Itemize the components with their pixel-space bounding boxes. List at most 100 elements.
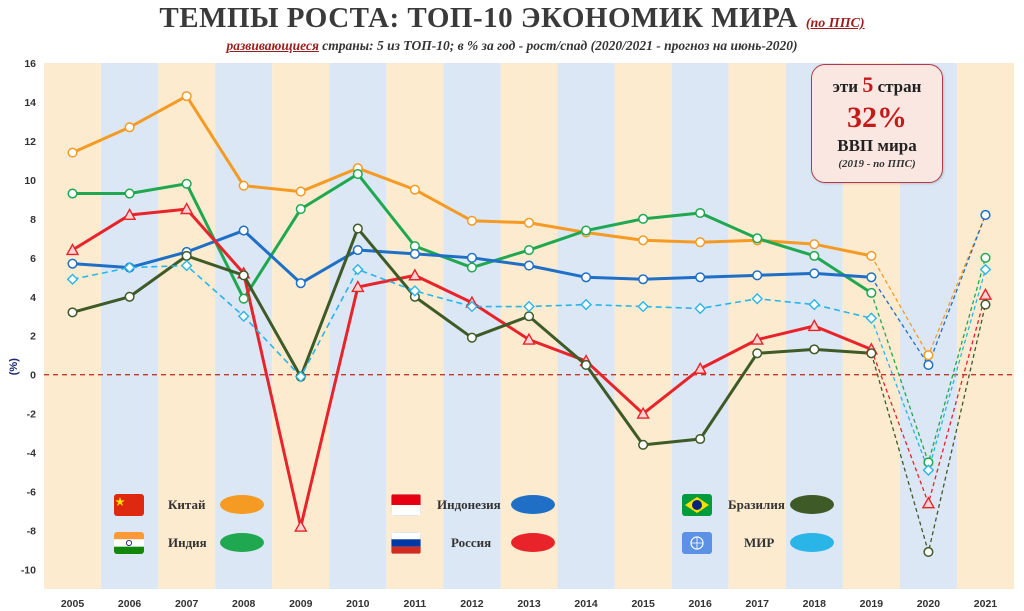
callout-line4: (2019 - по ППС) [838,158,916,170]
data-point [809,268,820,279]
legend-item-world: МИР [682,531,842,555]
x-tick-label: 2009 [289,598,313,610]
x-tick-label: 2006 [118,598,142,610]
data-point [809,239,820,250]
legend-item-brazil: Бразилия [682,493,842,517]
data-point [351,280,365,293]
callout-share-value: 32% [847,101,907,134]
x-tick-label: 2021 [974,598,998,610]
data-point [466,332,477,343]
y-tick-label: -4 [27,448,36,460]
data-point [523,260,535,271]
data-point [638,235,649,246]
data-point [980,299,991,310]
data-point [581,359,592,371]
data-point [124,188,135,199]
data-point [980,252,991,263]
data-point [238,293,249,304]
callout-line3: ВВП мира [837,136,917,155]
y-tick-label: 12 [24,136,36,148]
x-tick-label: 2016 [688,598,712,610]
data-point [693,361,707,374]
legend-item-china: Китай [114,493,264,517]
x-tick-label: 2012 [460,598,484,610]
data-point [809,250,820,261]
y-tick-label: 6 [30,253,36,265]
data-point [866,272,877,283]
data-point [523,217,535,228]
legend-label-world: МИР [744,535,775,550]
markers-russia [67,168,991,468]
legend-label-indonesia: Индонезия [437,497,501,512]
y-tick-label: -10 [21,565,36,577]
chart-title-note: (по ППС) [805,16,865,31]
data-point [694,302,706,315]
subtitle-highlight: развивающиеся [226,38,319,53]
series-forecast-indonesia [870,214,987,367]
russia-flag-icon [391,532,421,554]
x-tick-label: 2018 [803,598,827,610]
data-point [294,519,308,532]
subtitle-rest: страны: 5 из ТОП-10; в % за год - рост/с… [318,38,798,53]
year-band [728,63,786,589]
data-point [124,291,135,302]
data-point [352,168,363,180]
data-point [695,433,706,445]
data-point [752,270,763,281]
data-point [237,310,250,323]
callout-line1: эти 5 стран [812,72,942,98]
x-tick-label: 2005 [61,598,85,610]
x-tick-label: 2014 [574,598,598,610]
data-point [238,225,249,236]
y-tick-label: -8 [27,526,36,538]
year-band [158,63,216,589]
x-tick-label: 2013 [517,598,541,610]
data-point [638,213,649,224]
y-tick-label: 8 [30,214,36,226]
data-point [637,300,649,313]
data-point [179,202,194,215]
year-band [557,63,615,589]
legend-swatch-red [511,533,555,552]
legend-item-india: Индия [114,531,264,555]
data-point [295,204,306,215]
data-point [352,223,363,234]
data-point [580,298,592,311]
data-point [295,186,306,197]
data-point [978,287,993,300]
data-point [809,344,820,355]
year-band [44,63,102,589]
data-point [408,268,422,281]
data-point [181,91,192,102]
data-point [124,122,135,133]
legend-label-india: Индия [168,535,207,550]
un-flag-icon [682,532,712,554]
data-point [352,263,364,276]
callout-count: 5 [862,72,874,97]
data-point [352,244,363,256]
legend-swatch-orange [220,495,264,514]
year-band [956,63,1014,589]
legend-swatch-darkgreen [790,495,834,514]
x-tick-label: 2011 [403,598,426,610]
data-point [238,270,249,281]
legend-item-russia: Россия [391,531,591,555]
legend-label-china: Китай [168,497,206,512]
share-callout: эти 5 стран 32% ВВП мира (2019 - по ППС) [811,64,943,183]
y-tick-label: 14 [24,97,36,109]
data-point [923,359,934,371]
data-point [695,207,706,219]
y-tick-label: 0 [30,370,36,382]
year-band [614,63,672,589]
data-point [238,180,249,191]
data-point [409,248,420,259]
data-point [581,272,592,283]
series-line-world [72,264,872,378]
data-point [923,350,934,361]
data-point [522,332,536,345]
data-point [180,259,193,272]
data-point [65,243,80,256]
chart-subtitle: развивающиеся страны: 5 из ТОП-10; в % з… [0,38,1024,54]
data-point [979,263,992,276]
x-tick-label: 2015 [631,598,655,610]
